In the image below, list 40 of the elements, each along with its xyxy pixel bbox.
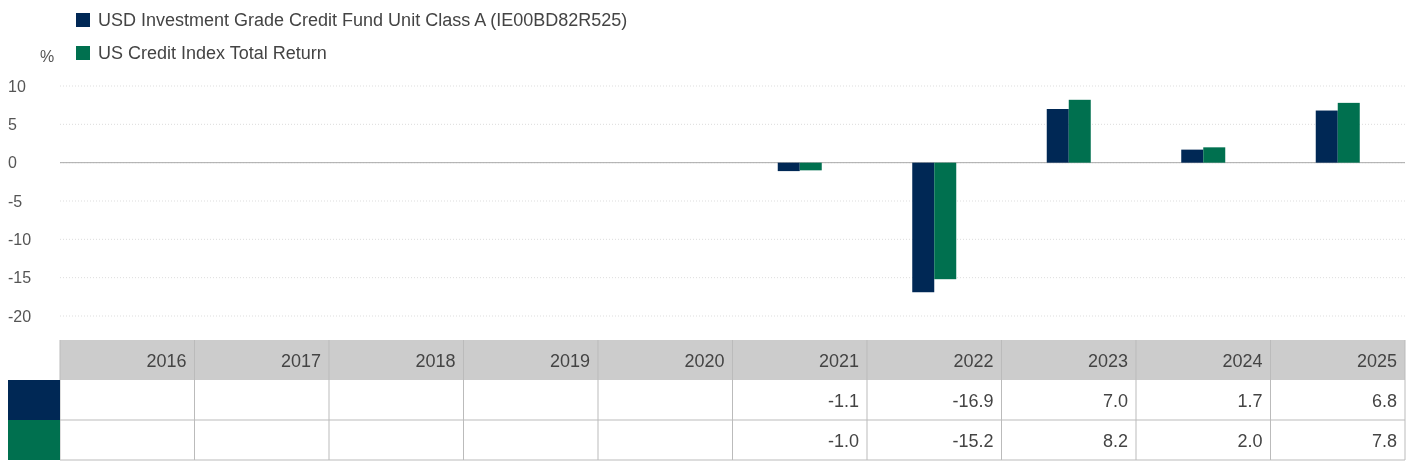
data-label: 1.7 [1237,391,1263,411]
data-label: 7.0 [1102,391,1128,411]
data-label: 7.8 [1371,431,1397,451]
data-label: 2.0 [1237,431,1263,451]
x-tick-label: 2019 [549,351,590,371]
data-label: -1.1 [827,391,859,411]
bar [1337,102,1360,163]
x-tick-label: 2024 [1222,351,1263,371]
x-tick-label: 2025 [1356,351,1397,371]
bar [912,162,935,293]
bar [1181,149,1204,163]
y-tick-label: 0 [8,154,17,172]
bar [1315,110,1338,163]
data-label: 8.2 [1102,431,1128,451]
legend-label: US Credit Index Total Return [98,43,327,63]
x-tick-label: 2020 [684,351,725,371]
bar [934,162,957,280]
bar [777,162,800,172]
y-tick-label: -20 [8,307,32,325]
x-tick-label: 2017 [280,351,321,371]
y-tick-label: 10 [8,77,26,95]
y-tick-label: -10 [8,230,32,248]
y-axis-title: % [40,48,55,65]
x-tick-label: 2023 [1087,351,1128,371]
bar [799,162,822,171]
x-tick-label: 2018 [415,351,456,371]
bar [1203,147,1226,163]
legend-label: USD Investment Grade Credit Fund Unit Class A (IE00BD82R525) [98,10,628,30]
data-label: -15.2 [952,431,994,451]
data-label: -1.0 [827,431,859,451]
data-label: -16.9 [952,391,994,411]
y-tick-label: -5 [8,192,23,210]
data-label: 6.8 [1371,391,1397,411]
bar [1046,109,1069,163]
x-tick-label: 2021 [818,351,859,371]
x-tick-label: 2022 [953,351,994,371]
x-tick-label: 2016 [146,351,187,371]
y-tick-label: 5 [8,115,17,133]
bar [1068,99,1091,163]
y-tick-label: -15 [8,269,32,287]
